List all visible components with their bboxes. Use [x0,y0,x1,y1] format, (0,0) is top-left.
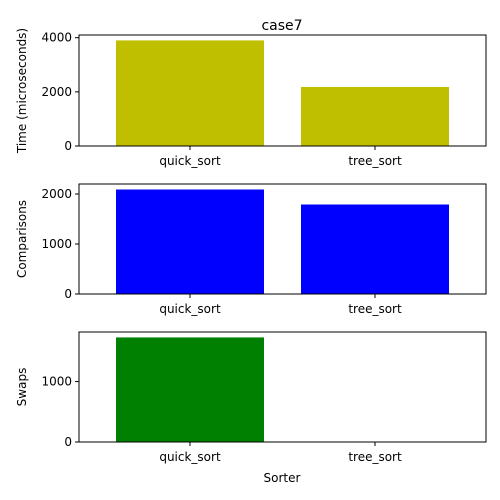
x-tick-label: quick_sort [159,154,221,168]
y-tick-label: 1000 [41,375,72,389]
x-tick-label: quick_sort [159,302,221,316]
x-axis-label: Sorter [264,471,301,485]
panel-comparisons: quick_sort tree_sort 0 1000 2000 Comparisons [15,183,487,316]
y-tick-label: 1000 [41,237,72,251]
chart-title: case7 [261,18,302,34]
panel-time: quick_sort tree_sort 0 2000 4000 Time (micros… [15,28,487,168]
x-tick-label: tree_sort [348,154,402,168]
y-tick-label: 4000 [41,31,72,45]
bar-time-quick_sort [116,40,264,146]
axes-frame [78,183,487,295]
y-axis-label-comparisons: Comparisons [15,200,29,278]
axes-frame [78,331,487,443]
axes-frame [78,34,487,147]
bar-comparisons-tree_sort [301,204,449,294]
x-tick-label: tree_sort [348,450,402,464]
y-axis-label-time: Time (microseconds) [15,28,29,154]
bar-time-tree_sort [301,86,449,146]
bar-swaps-quick_sort [116,337,264,442]
y-tick-label: 0 [64,435,72,449]
y-tick-label: 2000 [41,187,72,201]
panel-swaps: quick_sort tree_sort 0 1000 Swaps [15,331,487,464]
y-axis-label-swaps: Swaps [15,368,29,407]
y-tick-label: 0 [64,139,72,153]
bar-comparisons-quick_sort [116,189,264,294]
x-tick-label: quick_sort [159,450,221,464]
x-tick-label: tree_sort [348,302,402,316]
y-tick-label: 0 [64,287,72,301]
y-tick-label: 2000 [41,85,72,99]
